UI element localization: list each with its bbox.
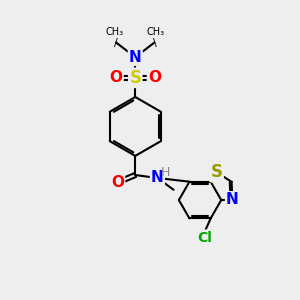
Text: \: \	[152, 38, 156, 47]
Text: N: N	[151, 170, 164, 185]
Text: N: N	[226, 192, 239, 207]
Text: CH₃: CH₃	[147, 27, 165, 37]
Text: /: /	[114, 38, 118, 47]
Text: N: N	[129, 50, 142, 65]
Text: CH₃: CH₃	[106, 27, 124, 37]
Text: S: S	[211, 163, 223, 181]
Text: O: O	[111, 175, 124, 190]
Text: Cl: Cl	[197, 231, 212, 244]
Text: O: O	[110, 70, 123, 86]
Text: S: S	[129, 69, 141, 87]
Text: O: O	[148, 70, 161, 86]
Text: H: H	[161, 166, 170, 179]
